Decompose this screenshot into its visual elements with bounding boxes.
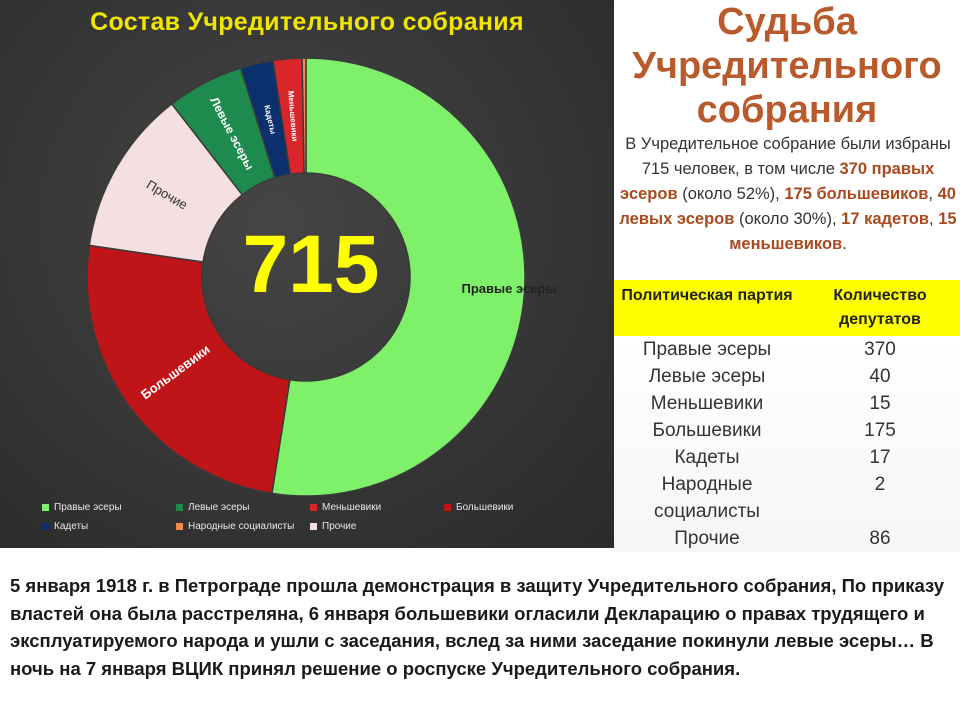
slice-0 — [271, 57, 526, 497]
legend-item: Меньшевики — [310, 502, 444, 513]
table-header: Политическая партия Количество депутатов — [614, 280, 960, 336]
table-cell-count: 86 — [869, 528, 891, 549]
table-header-count: Количество депутатов — [833, 287, 927, 328]
legend-swatch — [444, 504, 451, 511]
slice-1 — [86, 244, 291, 495]
side-title: Судьба Учредительного собрания — [614, 0, 960, 132]
table-cell-count: 17 — [869, 447, 891, 468]
center-total: 715 — [242, 219, 380, 310]
legend-label: Кадеты — [54, 521, 89, 532]
table-cell-party: Большевики — [652, 420, 762, 441]
table-body: Правые эсеры 370 Левые эсеры 40 Меньшевики 15… — [614, 336, 960, 552]
intro-segment: В Учредительное собрание были избраны 71… — [625, 135, 951, 178]
intro-segment: (около 30%), — [734, 210, 842, 228]
intro-text: В Учредительное собрание были избраны 71… — [618, 132, 958, 257]
table-row: Прочие 86 — [614, 525, 960, 552]
chart-panel: Состав Учредительного собрания Правые эс… — [0, 0, 614, 548]
intro-segment: (около 52%), — [677, 185, 785, 203]
table-cell-party: Левые эсеры — [648, 366, 766, 387]
legend-label: Левые эсеры — [188, 502, 250, 513]
intro-highlight: 175 большевиков — [784, 185, 929, 203]
side-title-line: Судьба — [717, 1, 857, 43]
legend-label: Правые эсеры — [54, 502, 122, 513]
table-cell-party: Прочие — [674, 528, 740, 549]
legend-swatch — [176, 504, 183, 511]
table-cell-count: 2 — [874, 474, 886, 495]
table-cell-count: 40 — [869, 366, 891, 387]
chart-legend: Правые эсеры Левые эсеры Меньшевики Большев… — [42, 498, 602, 536]
legend-label: Меньшевики — [322, 502, 382, 513]
legend-item: Правые эсеры — [42, 502, 176, 513]
legend-swatch — [310, 504, 317, 511]
intro-segment: , — [928, 185, 938, 203]
side-panel: Судьба Учредительного собрания В Учредит… — [614, 0, 960, 552]
legend-row: Кадеты Народные социалисты Прочие — [42, 517, 602, 536]
table-row: Народные социалисты 2 — [614, 471, 960, 525]
table-cell-count: 370 — [864, 339, 896, 360]
legend-swatch — [310, 523, 317, 530]
intro-highlight: 17 кадетов — [841, 210, 930, 228]
intro-highlight: 370 правых эсеров — [620, 160, 935, 203]
table-cell-party: Правые эсеры — [642, 339, 772, 360]
legend-label: Большевики — [456, 502, 514, 513]
table-cell-count: 175 — [864, 420, 896, 441]
bottom-text: 5 января 1918 г. в Петрограде прошла дем… — [10, 575, 945, 679]
legend-swatch — [176, 523, 183, 530]
table-cell-count: 15 — [869, 393, 891, 414]
legend-item: Левые эсеры — [176, 502, 310, 513]
slice-label: Правые эсеры — [462, 281, 557, 296]
legend-swatch — [42, 523, 49, 530]
slice-6 — [301, 57, 307, 174]
table-row: Правые эсеры 370 — [614, 336, 960, 363]
chart-title: Состав Учредительного собрания — [90, 8, 524, 36]
slice-label: Меньшевики — [286, 90, 299, 141]
intro-highlight: 15 меньшевиков — [729, 210, 957, 253]
legend-label: Прочие — [322, 521, 357, 532]
table-header-party: Политическая партия — [621, 287, 793, 304]
table-row: Кадеты 17 — [614, 444, 960, 471]
table-row: Меньшевики 15 — [614, 390, 960, 417]
intro-segment: . — [842, 235, 847, 253]
table-row: Большевики 175 — [614, 417, 960, 444]
table-cell-party: Кадеты — [674, 447, 740, 468]
table-row: Левые эсеры 40 — [614, 363, 960, 390]
side-title-line: собрания — [696, 89, 878, 131]
legend-item: Кадеты — [42, 521, 176, 532]
table-cell-party: Народные социалисты — [654, 474, 760, 522]
table-cell-party: Меньшевики — [650, 393, 764, 414]
legend-label: Народные социалисты — [188, 521, 295, 532]
legend-item: Большевики — [444, 502, 564, 513]
side-title-line: Учредительного — [632, 45, 942, 87]
intro-segment: , — [929, 210, 939, 228]
legend-item: Народные социалисты — [176, 521, 310, 532]
legend-swatch — [42, 504, 49, 511]
legend-row: Правые эсеры Левые эсеры Меньшевики Большев… — [42, 498, 602, 517]
intro-highlight: 40 левых эсеров — [619, 185, 956, 228]
legend-item: Прочие — [310, 521, 444, 532]
